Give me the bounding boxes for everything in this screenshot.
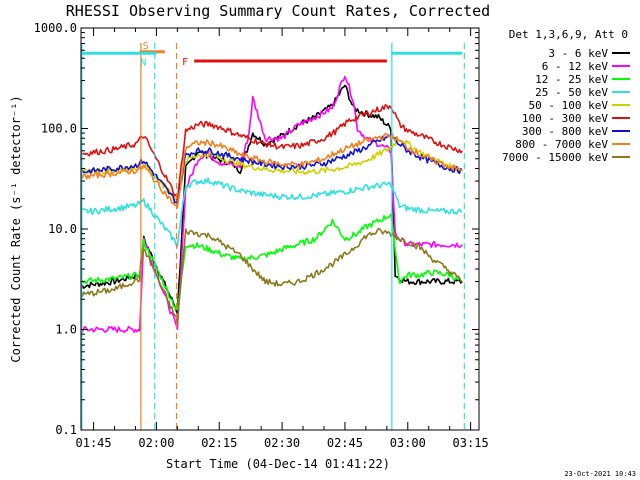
legend-entry-label: 300 - 800 keV <box>522 125 608 138</box>
series-line <box>80 103 463 203</box>
legend-title: Det 1,3,6,9, Att 0 <box>509 28 628 41</box>
y-tick-label: 0.1 <box>55 423 77 437</box>
x-tick-label: 02:00 <box>138 436 174 450</box>
x-tick-label: 02:30 <box>264 436 300 450</box>
legend-entry-label: 3 - 6 keV <box>548 47 608 60</box>
x-tick-label: 02:15 <box>201 436 237 450</box>
y-axis-label: Corrected Count Rate (s⁻¹ detector⁻¹) <box>9 95 23 362</box>
legend-entry-label: 7000 - 15000 keV <box>502 151 608 164</box>
series-line <box>80 84 463 315</box>
legend-entry-label: 800 - 7000 keV <box>515 138 608 151</box>
data-layer <box>80 75 463 334</box>
chart-title: RHESSI Observing Summary Count Rates, Co… <box>66 2 490 20</box>
flag-label: F <box>182 57 188 68</box>
flag-label: S <box>143 41 149 52</box>
legend-entry-label: 50 - 100 keV <box>529 99 609 112</box>
legend-entry-label: 100 - 300 keV <box>522 112 608 125</box>
series-line <box>80 132 463 209</box>
series-line <box>80 133 463 204</box>
y-tick-label: 1.0 <box>55 323 77 337</box>
x-tick-label: 02:45 <box>327 436 363 450</box>
legend-entry-label: 6 - 12 keV <box>542 60 609 73</box>
series-line <box>80 227 463 325</box>
y-axis: 0.1 1.0 10.0 100.0 1000.0 <box>34 21 479 437</box>
legend-entry-label: 25 - 50 keV <box>535 86 608 99</box>
y-tick-label: 10.0 <box>48 222 77 236</box>
flag-layer: SN F <box>81 41 463 68</box>
x-tick-label: 01:45 <box>76 436 112 450</box>
x-tick-label: 03:00 <box>390 436 426 450</box>
y-tick-label: 1000.0 <box>34 21 77 35</box>
series-line <box>80 213 463 311</box>
legend-entry-label: 12 - 25 keV <box>535 73 608 86</box>
footer-date: 23-Oct-2021 10:43 <box>564 470 636 478</box>
x-axis: 01:45 02:00 02:15 02:30 02:45 03:00 03:15 <box>76 28 489 450</box>
series-line <box>80 177 463 248</box>
x-tick-label: 03:15 <box>453 436 489 450</box>
y-tick-label: 100.0 <box>41 122 77 136</box>
vline-layer <box>81 43 465 430</box>
x-axis-label: Start Time (04-Dec-14 01:41:22) <box>166 457 390 471</box>
flag-label: N <box>140 57 146 68</box>
